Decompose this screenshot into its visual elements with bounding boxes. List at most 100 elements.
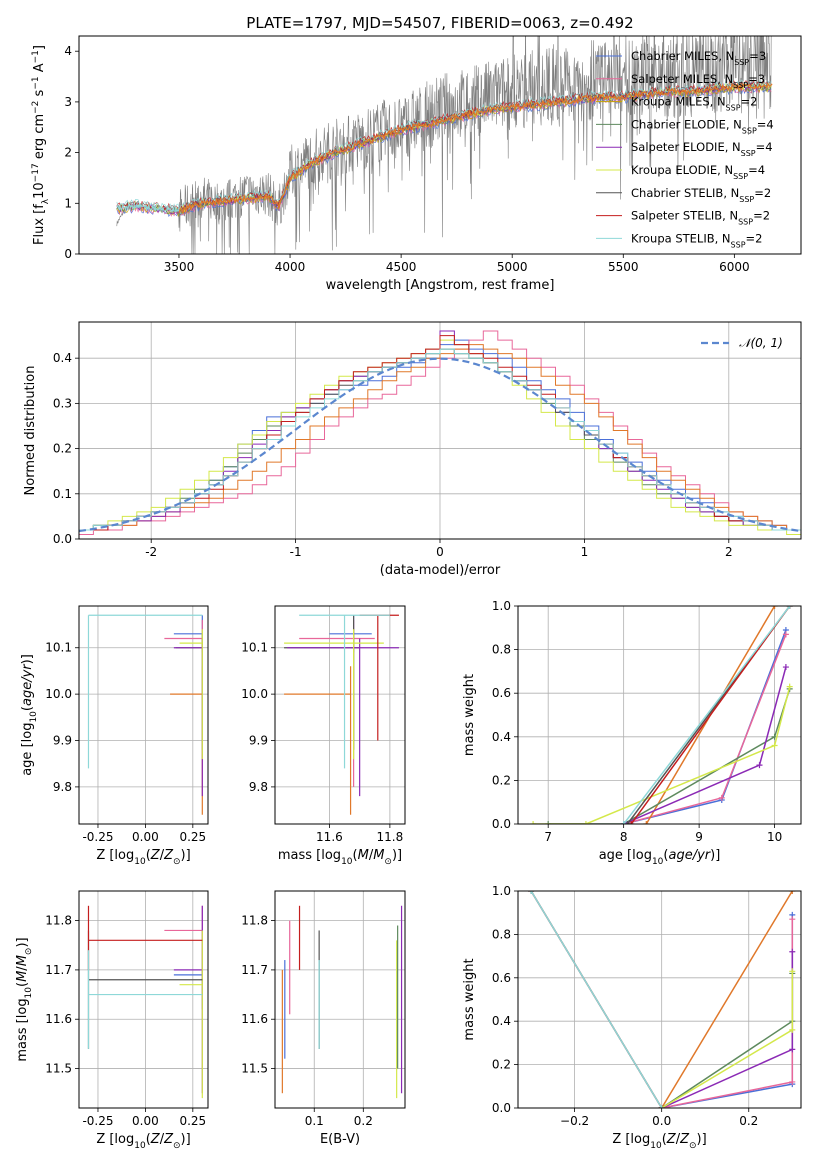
y-tick-label: 11.6 (241, 1012, 268, 1026)
label-part: SSP (739, 194, 754, 203)
plus-marker (545, 821, 552, 824)
y-tick-label: 0.4 (53, 351, 72, 365)
label-part: wavelength [Angstrom, rest frame] (326, 278, 555, 293)
x-tick-label: −0.2 (560, 1114, 589, 1128)
y-tick-label: 9.9 (53, 734, 72, 748)
plot-area (284, 614, 399, 815)
plus-marker (771, 742, 778, 749)
x-tick-label: 4500 (386, 260, 417, 274)
y-tick-label: 0.6 (492, 971, 511, 985)
x-tick-label: 6000 (719, 260, 750, 274)
label-part: =4 (748, 163, 765, 177)
label-part: 10 (32, 182, 47, 199)
y-tick-label: 11.7 (45, 963, 72, 977)
cumulative-line (548, 688, 791, 824)
label-part: Z (150, 848, 161, 863)
y-tick-label: 1.0 (492, 599, 511, 613)
x-tick-label: 0.2 (739, 1114, 758, 1128)
label-part: SSP (738, 217, 753, 226)
plus-marker (789, 916, 796, 923)
label-part: Z [log (96, 848, 134, 863)
cumulative-line (533, 686, 791, 824)
plus-marker (628, 821, 635, 824)
label-part: Z [log (96, 1132, 134, 1147)
label-part: M (15, 971, 30, 982)
x-tick-label: 0.0 (652, 1114, 671, 1128)
x-tick-label: 9 (695, 830, 703, 844)
label-part: SSP (726, 103, 741, 112)
y-tick-label: 11.7 (241, 963, 268, 977)
x-axis-label: E(B-V) (320, 1132, 360, 1147)
label-part: Chabrier ELODIE, N (631, 117, 742, 131)
label-part: M (373, 848, 384, 863)
x-tick-label: 0.25 (179, 830, 206, 844)
plus-marker (789, 948, 796, 955)
legend-label: Salpeter MILES, NSSP=3 (631, 72, 765, 90)
label-part: ( (20, 706, 35, 711)
x-tick-label: 8 (620, 830, 628, 844)
x-tick-label: 0.00 (132, 830, 159, 844)
label-part: M (15, 955, 30, 966)
label-part: M (358, 848, 369, 863)
y-tick-label: 0.2 (492, 773, 511, 787)
label-part: A (32, 63, 47, 76)
plus-marker (789, 1078, 796, 1085)
plus-marker (582, 821, 589, 824)
label-part: 10 (652, 857, 664, 867)
label-part: 10 (650, 1141, 662, 1151)
label-part: )] (181, 1132, 191, 1147)
y-tick-label: 9.8 (249, 780, 268, 794)
legend-label: 𝒩(0, 1) (739, 336, 783, 350)
axes-frame (274, 890, 406, 1109)
label-part: ( (663, 848, 668, 863)
spectrum-panel: 3500 4000 4500 5000 5500 6000 0 1 2 3 4 wavelength … (31, 35, 802, 293)
y-tick-label: 0.6 (492, 686, 511, 700)
x-axis-label: (data-model)/error (380, 563, 501, 578)
x-tick-label: 2 (725, 545, 733, 559)
y-tick-label: 0.0 (492, 1101, 511, 1115)
label-part: )] (15, 937, 30, 947)
age-vs-metallicity-panel: -0.25 0.00 0.259.89.910.010.1Z [log10(Z/Z⊙… (20, 605, 209, 867)
x-axis-label: age [log10(age/yr)] (599, 848, 721, 867)
label-part: Chabrier STELIB, N (631, 186, 739, 200)
label-part: / (160, 1132, 165, 1147)
label-part: age/yr (20, 663, 35, 706)
x-tick-label: 5500 (608, 260, 639, 274)
y-tick-label: 0.8 (492, 927, 511, 941)
y-tick-label: 10.0 (45, 687, 72, 701)
legend-label: Kroupa MILES, NSSP=2 (631, 95, 757, 113)
label-part: SSP (741, 149, 756, 158)
label-part: ] (32, 45, 47, 50)
label-part: Z (150, 1132, 161, 1147)
axes-frame (78, 35, 802, 255)
mass-weight-vs-metallicity-panel: −0.2 0.0 0.20.00.20.40.60.81.0Z [log10(Z/Z… (462, 884, 802, 1151)
y-axis-label: age [log10(age/yr)] (20, 654, 39, 776)
x-tick-label: 0.2 (354, 1114, 373, 1128)
x-tick-label: 1 (581, 545, 589, 559)
y-axis-label: mass weight (462, 674, 477, 756)
label-part: −1 (31, 50, 41, 63)
label-part: =3 (749, 49, 766, 63)
y-tick-label: 1 (64, 196, 72, 210)
label-part: 10 (341, 857, 353, 867)
plus-marker (658, 1105, 665, 1108)
plus-marker (530, 821, 537, 824)
label-part: Salpeter STELIB, N (631, 209, 738, 223)
axes-frame (517, 605, 802, 825)
plus-marker (643, 821, 650, 824)
y-tick-label: 11.8 (45, 914, 72, 928)
y-tick-label: 10.1 (241, 641, 268, 655)
x-axis-label: wavelength [Angstrom, rest frame] (326, 278, 555, 293)
y-tick-label: 0.4 (492, 730, 511, 744)
label-part: )] (20, 654, 35, 664)
label-part: Salpeter MILES, N (631, 72, 733, 86)
x-tick-label: 3500 (164, 260, 195, 274)
gaussian-curve (79, 357, 801, 533)
plus-marker (782, 631, 789, 638)
plot-area (87, 905, 203, 1099)
plus-marker (789, 891, 796, 894)
plus-marker (771, 606, 778, 609)
label-part: =4 (756, 140, 773, 154)
